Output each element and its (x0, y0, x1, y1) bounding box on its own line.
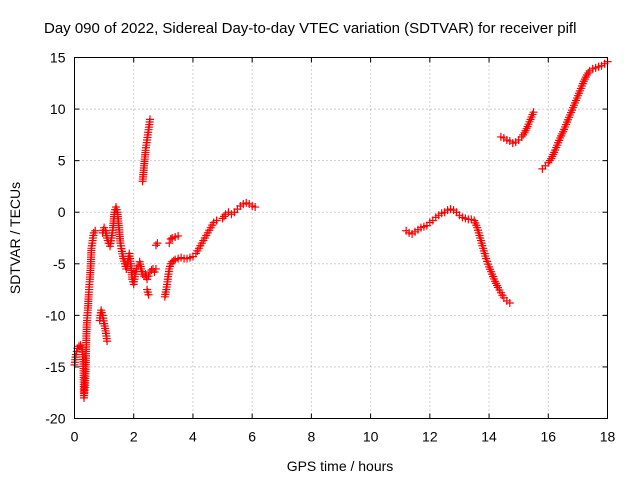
grid-lines (74, 57, 608, 419)
data-point (557, 131, 566, 140)
data-point (144, 290, 153, 299)
data-point (522, 124, 531, 133)
x-tick-label: 4 (189, 429, 197, 445)
data-point (151, 241, 160, 250)
data-point (491, 279, 500, 288)
y-tick-label: -20 (45, 411, 65, 427)
x-tick-label: 16 (540, 429, 556, 445)
data-point (545, 156, 554, 165)
data-point (580, 75, 589, 84)
chart-title: Day 090 of 2022, Sidereal Day-to-day VTE… (44, 20, 576, 37)
data-point (544, 158, 553, 167)
x-tick-label: 14 (481, 429, 497, 445)
x-tick-label: 0 (71, 429, 79, 445)
data-point (169, 256, 178, 265)
plot-frame (74, 57, 608, 419)
data-point (521, 126, 530, 135)
x-tick-label: 12 (422, 429, 438, 445)
x-axis-label: GPS time / hours (287, 458, 394, 474)
data-point (558, 129, 567, 138)
y-tick-label: -15 (45, 359, 65, 375)
data-point (89, 228, 98, 237)
y-tick-label: 5 (58, 153, 66, 169)
data-point (174, 231, 183, 240)
data-point (103, 337, 112, 346)
data-point (144, 272, 153, 281)
data-point (492, 281, 501, 290)
y-axis-label: SDTVAR / TECUs (7, 182, 23, 294)
data-point (582, 71, 591, 80)
data-point (556, 133, 565, 142)
data-point (529, 108, 538, 117)
data-point (549, 150, 558, 159)
data-point (212, 216, 221, 225)
axis-ticks: 0 2 4 6 8 10 12 14 16 18 -20 -15 -10 -5 0 5 10 15 (45, 50, 615, 445)
data-point (520, 128, 529, 137)
data-point (579, 77, 588, 86)
data-point (251, 203, 260, 212)
data-point (490, 277, 499, 286)
data-point (584, 68, 593, 77)
data-point (146, 115, 155, 124)
y-tick-label: -10 (45, 307, 65, 323)
x-tick-label: 6 (248, 429, 256, 445)
data-point (548, 152, 557, 161)
data-point (151, 264, 160, 273)
y-tick-label: 0 (58, 204, 66, 220)
y-tick-label: 15 (50, 50, 66, 66)
data-point (218, 214, 227, 223)
data-point (581, 73, 590, 82)
data-point (153, 239, 162, 248)
data-point (166, 235, 175, 244)
y-tick-label: -5 (53, 256, 66, 272)
x-tick-label: 8 (307, 429, 315, 445)
data-point (519, 130, 528, 139)
x-tick-label: 10 (363, 429, 379, 445)
data-point (505, 298, 514, 307)
x-tick-label: 2 (130, 429, 138, 445)
y-tick-label: 10 (50, 101, 66, 117)
data-point (220, 212, 229, 221)
data-points (70, 57, 612, 402)
data-point (91, 226, 100, 235)
data-point (547, 154, 556, 163)
data-point (517, 132, 526, 141)
data-point (165, 239, 174, 248)
x-tick-label: 18 (600, 429, 616, 445)
